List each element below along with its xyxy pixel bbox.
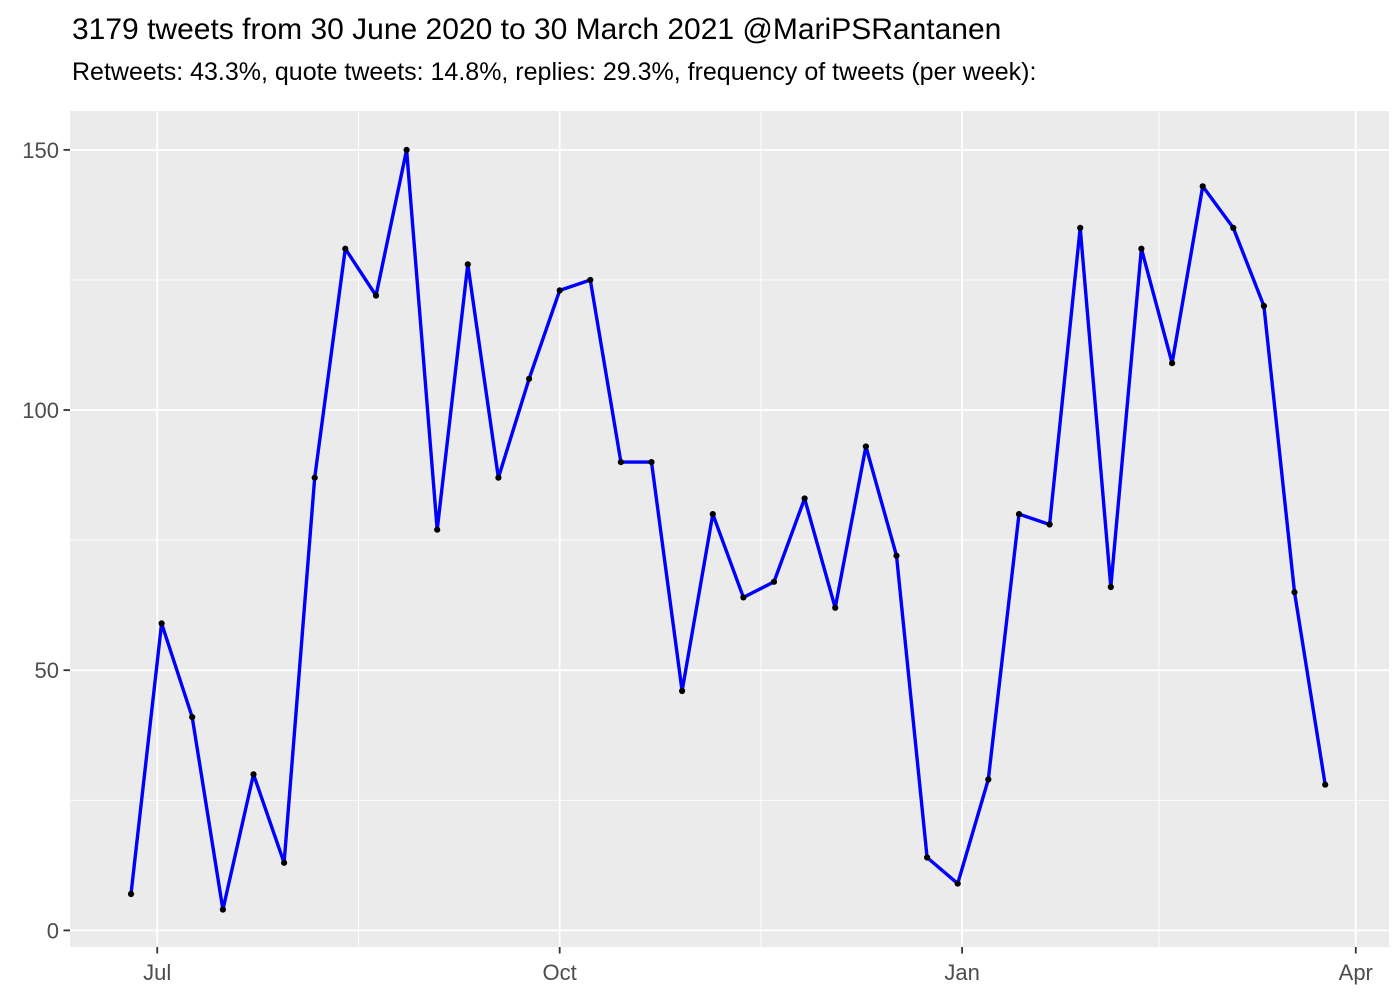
x-tick-label: Jan xyxy=(944,960,979,985)
data-point xyxy=(740,594,747,601)
data-point xyxy=(954,880,961,887)
data-point xyxy=(1015,510,1023,518)
data-point xyxy=(189,714,196,721)
y-tick-label: 0 xyxy=(47,918,59,943)
data-point xyxy=(495,474,502,481)
x-tick-label: Apr xyxy=(1339,960,1373,985)
data-point xyxy=(832,604,839,611)
data-point xyxy=(648,459,655,466)
data-point xyxy=(1322,781,1329,788)
y-tick-label: 100 xyxy=(22,398,59,423)
data-point xyxy=(219,906,226,913)
data-point xyxy=(1107,583,1114,591)
data-point xyxy=(679,687,686,695)
data-point xyxy=(893,552,900,559)
data-point xyxy=(1046,521,1053,528)
data-point xyxy=(403,146,410,153)
data-point xyxy=(587,276,594,284)
data-point xyxy=(801,495,808,502)
data-point xyxy=(158,620,165,627)
x-tick-label: Jul xyxy=(143,960,171,985)
chart-subtitle: Retweets: 43.3%, quote tweets: 14.8%, re… xyxy=(72,58,1037,86)
data-point xyxy=(770,578,778,585)
data-point xyxy=(556,287,563,294)
x-tick-label: Oct xyxy=(543,960,577,985)
plot-panel-background xyxy=(70,111,1389,947)
data-point xyxy=(281,859,288,866)
data-point xyxy=(862,443,870,450)
data-point xyxy=(434,526,441,533)
data-point xyxy=(1138,245,1145,252)
y-tick-label: 150 xyxy=(22,138,59,163)
data-point xyxy=(1077,224,1084,231)
data-point xyxy=(924,854,931,861)
data-point xyxy=(617,459,625,466)
chart-title: 3179 tweets from 30 June 2020 to 30 Marc… xyxy=(72,13,1002,46)
data-point xyxy=(526,375,533,382)
data-point xyxy=(127,890,135,898)
data-point xyxy=(1291,589,1298,596)
y-tick-label: 50 xyxy=(35,658,59,683)
data-point xyxy=(250,771,257,778)
data-point xyxy=(372,292,380,299)
data-point xyxy=(709,510,716,518)
data-point xyxy=(464,261,471,268)
data-point xyxy=(1230,224,1237,231)
frequency-line xyxy=(129,148,1327,912)
data-point xyxy=(342,245,349,252)
data-point xyxy=(1199,183,1206,190)
data-point xyxy=(1169,360,1176,367)
data-point xyxy=(311,474,318,481)
data-point xyxy=(985,776,992,783)
data-point xyxy=(1260,302,1267,310)
